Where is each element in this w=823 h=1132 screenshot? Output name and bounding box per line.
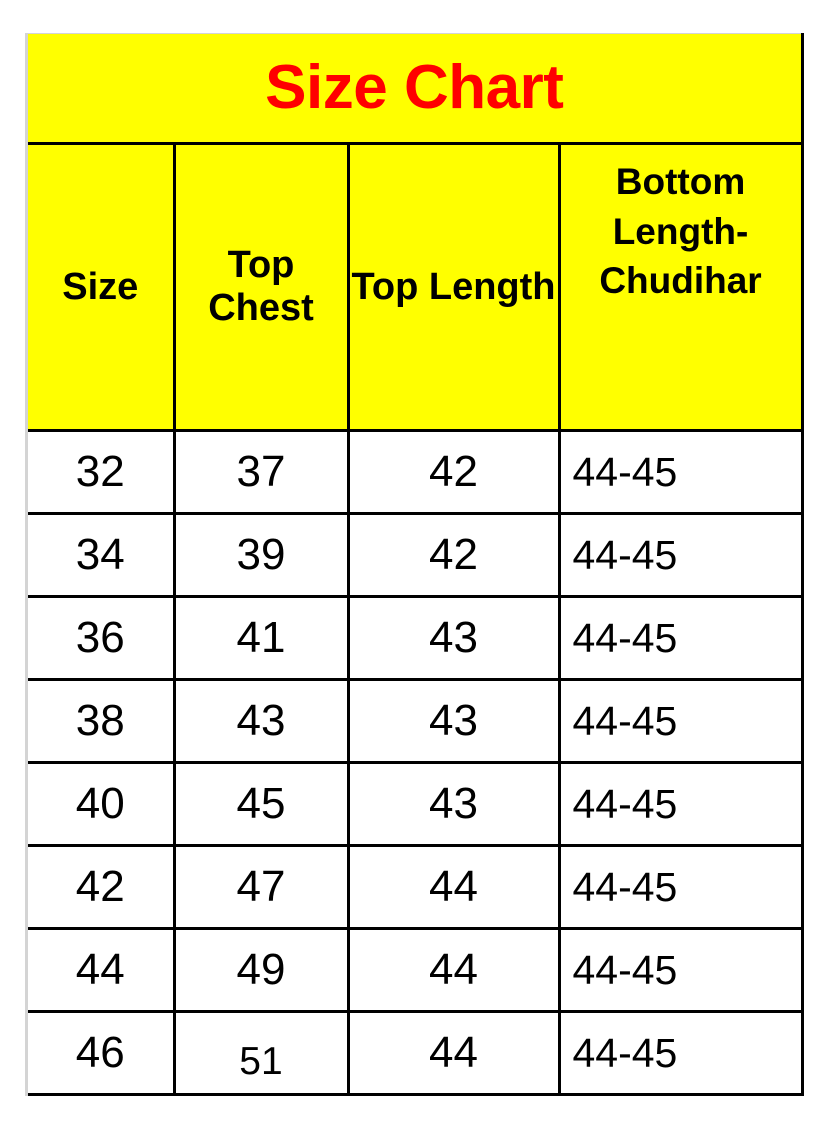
table-row: 46 51 44 44-45	[28, 1010, 804, 1096]
table-row: 40 45 43 44-45	[28, 761, 804, 847]
cell-top-chest: 49	[172, 927, 350, 1013]
cell-bottom-length: 44-45	[557, 1010, 804, 1096]
column-header-size: Size	[28, 142, 176, 432]
cell-bottom-length: 44-45	[557, 927, 804, 1013]
cell-top-length: 43	[346, 761, 561, 847]
cell-top-length: 44	[346, 927, 561, 1013]
cell-top-chest: 37	[172, 429, 350, 515]
cell-size: 32	[28, 429, 176, 515]
cell-bottom-length: 44-45	[557, 678, 804, 764]
cell-bottom-length: 44-45	[557, 429, 804, 515]
table-row: 42 47 44 44-45	[28, 844, 804, 930]
column-header-top-chest: Top Chest	[172, 142, 350, 432]
cell-bottom-length: 44-45	[557, 512, 804, 598]
cell-top-length: 43	[346, 678, 561, 764]
cell-size: 44	[28, 927, 176, 1013]
title-row: Size Chart	[28, 33, 804, 145]
chart-title: Size Chart	[28, 33, 804, 145]
column-header-row: Size Top Chest Top Length Bottom Length-…	[28, 142, 804, 432]
cell-top-chest: 47	[172, 844, 350, 930]
table-row: 34 39 42 44-45	[28, 512, 804, 598]
cell-bottom-length: 44-45	[557, 595, 804, 681]
cell-top-length: 42	[346, 429, 561, 515]
cell-top-chest: 41	[172, 595, 350, 681]
cell-top-length: 44	[346, 1010, 561, 1096]
cell-size: 46	[28, 1010, 176, 1096]
cell-bottom-length: 44-45	[557, 844, 804, 930]
table-row: 44 49 44 44-45	[28, 927, 804, 1013]
size-chart-table: Size Chart Size Top Chest Top Length Bot…	[28, 33, 804, 1096]
column-header-bottom-length-chudihar: Bottom Length-Chudihar	[557, 142, 804, 432]
table-row: 36 41 43 44-45	[28, 595, 804, 681]
column-header-top-length: Top Length	[346, 142, 561, 432]
cell-top-length: 43	[346, 595, 561, 681]
cell-top-length: 42	[346, 512, 561, 598]
cell-size: 42	[28, 844, 176, 930]
cell-size: 36	[28, 595, 176, 681]
table-row: 32 37 42 44-45	[28, 429, 804, 515]
cell-size: 34	[28, 512, 176, 598]
cell-bottom-length: 44-45	[557, 761, 804, 847]
size-chart-container: Size Chart Size Top Chest Top Length Bot…	[25, 33, 804, 1096]
cell-top-length: 44	[346, 844, 561, 930]
cell-size: 38	[28, 678, 176, 764]
cell-top-chest: 45	[172, 761, 350, 847]
cell-top-chest: 43	[172, 678, 350, 764]
table-row: 38 43 43 44-45	[28, 678, 804, 764]
cell-top-chest: 51	[172, 1010, 350, 1096]
cell-size: 40	[28, 761, 176, 847]
cell-top-chest: 39	[172, 512, 350, 598]
